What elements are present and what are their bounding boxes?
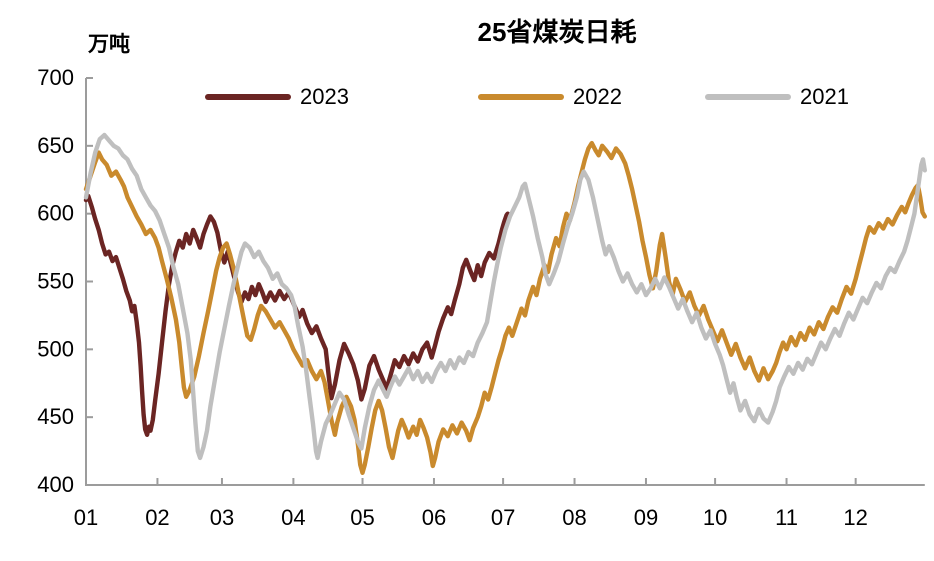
series-line-2022	[83, 140, 927, 475]
legend-item-2023: 2023	[205, 86, 349, 108]
x-tick-label: 07	[491, 505, 515, 530]
y-tick-label: 700	[37, 65, 74, 90]
x-tick-label: 08	[562, 505, 586, 530]
x-tick-label: 10	[703, 505, 727, 530]
y-tick-label: 600	[37, 201, 74, 226]
x-tick-label: 09	[634, 505, 658, 530]
y-tick-label: 650	[37, 133, 74, 158]
y-tick-label: 400	[37, 472, 74, 497]
x-tick-label: 02	[145, 505, 169, 530]
y-tick-label: 450	[37, 404, 74, 429]
x-tick-label: 06	[422, 505, 446, 530]
legend-item-2022: 2022	[478, 86, 622, 108]
y-axis-unit-label: 万吨	[88, 33, 130, 56]
x-tick-label: 12	[843, 505, 867, 530]
legend-label-2023: 2023	[300, 84, 349, 109]
legend-swatch-2022	[478, 94, 564, 100]
x-tick-label: 05	[350, 505, 374, 530]
series-line-2021	[83, 132, 927, 461]
legend-item-2021: 2021	[705, 86, 849, 108]
x-tick-label: 11	[775, 505, 798, 530]
chart-title: 25省煤炭日耗	[477, 17, 637, 47]
y-tick-label: 500	[37, 336, 74, 361]
x-tick-label: 04	[281, 505, 305, 530]
y-tick-label: 550	[37, 269, 74, 294]
legend-swatch-2023	[205, 94, 291, 100]
x-tick-label: 01	[74, 505, 98, 530]
legend-label-2021: 2021	[800, 84, 849, 109]
x-tick-label: 03	[210, 505, 234, 530]
series-line-2023	[83, 193, 510, 437]
legend-label-2022: 2022	[573, 84, 622, 109]
legend-swatch-2021	[705, 94, 791, 100]
